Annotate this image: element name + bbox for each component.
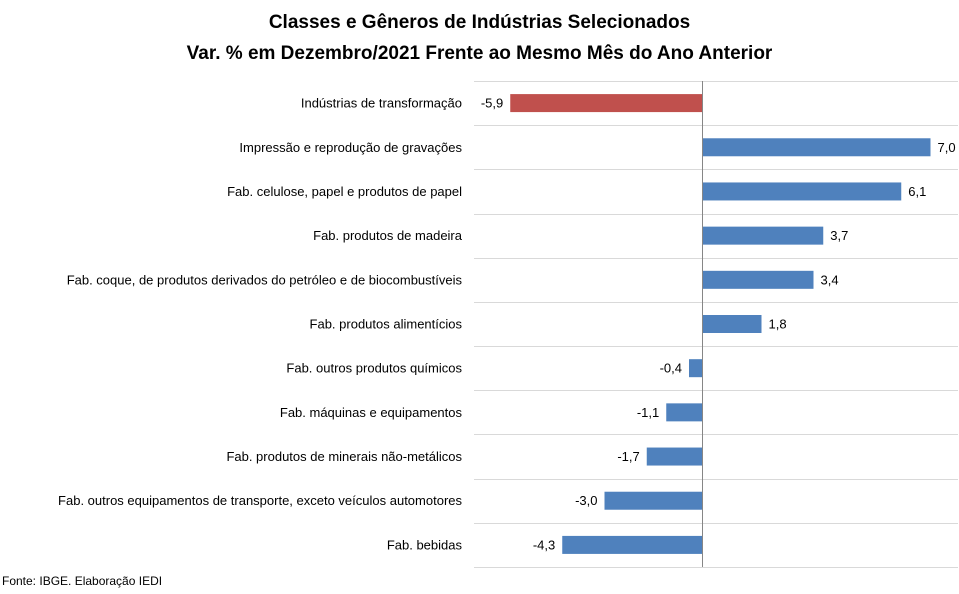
category-label: Fab. coque, de produtos derivados do pet…	[67, 272, 463, 287]
data-label: -1,1	[637, 405, 659, 420]
source-note: Fonte: IBGE. Elaboração IEDI	[2, 574, 163, 588]
data-label: 7,0	[938, 140, 956, 155]
category-label: Fab. máquinas e equipamentos	[280, 405, 463, 420]
bar	[703, 138, 931, 157]
bar	[703, 315, 762, 333]
data-label: -3,0	[575, 493, 597, 508]
chart-subtitle: Var. % em Dezembro/2021 Frente ao Mesmo …	[186, 43, 773, 64]
data-label: -1,7	[617, 449, 639, 464]
bar	[703, 182, 902, 201]
category-label: Indústrias de transformação	[301, 96, 462, 111]
bar	[703, 270, 814, 289]
category-label: Fab. bebidas	[387, 537, 463, 552]
category-label: Fab. outros equipamentos de transporte, …	[58, 493, 462, 508]
chart-title: Classes e Gêneros de Indústrias Selecion…	[268, 12, 691, 33]
data-label: 6,1	[908, 184, 926, 199]
data-label: 3,7	[830, 228, 848, 243]
bar	[689, 359, 702, 378]
category-label: Impressão e reprodução de gravações	[239, 140, 462, 155]
bar	[646, 447, 702, 466]
category-label: Fab. celulose, papel e produtos de papel	[227, 184, 462, 199]
category-label: Fab. outros produtos químicos	[286, 361, 462, 376]
category-label: Fab. produtos de minerais não-metálicos	[226, 449, 462, 464]
bar	[562, 535, 702, 554]
data-label: -5,9	[481, 96, 503, 111]
data-label: 1,8	[769, 317, 787, 332]
bar	[666, 403, 702, 422]
data-label: 3,4	[821, 272, 839, 287]
category-label: Fab. produtos alimentícios	[310, 317, 463, 332]
data-label: -4,3	[533, 537, 555, 552]
category-label: Fab. produtos de madeira	[313, 228, 463, 243]
data-label: -0,4	[660, 361, 682, 376]
bar	[703, 226, 824, 245]
bar	[510, 94, 702, 113]
bar	[604, 491, 702, 510]
